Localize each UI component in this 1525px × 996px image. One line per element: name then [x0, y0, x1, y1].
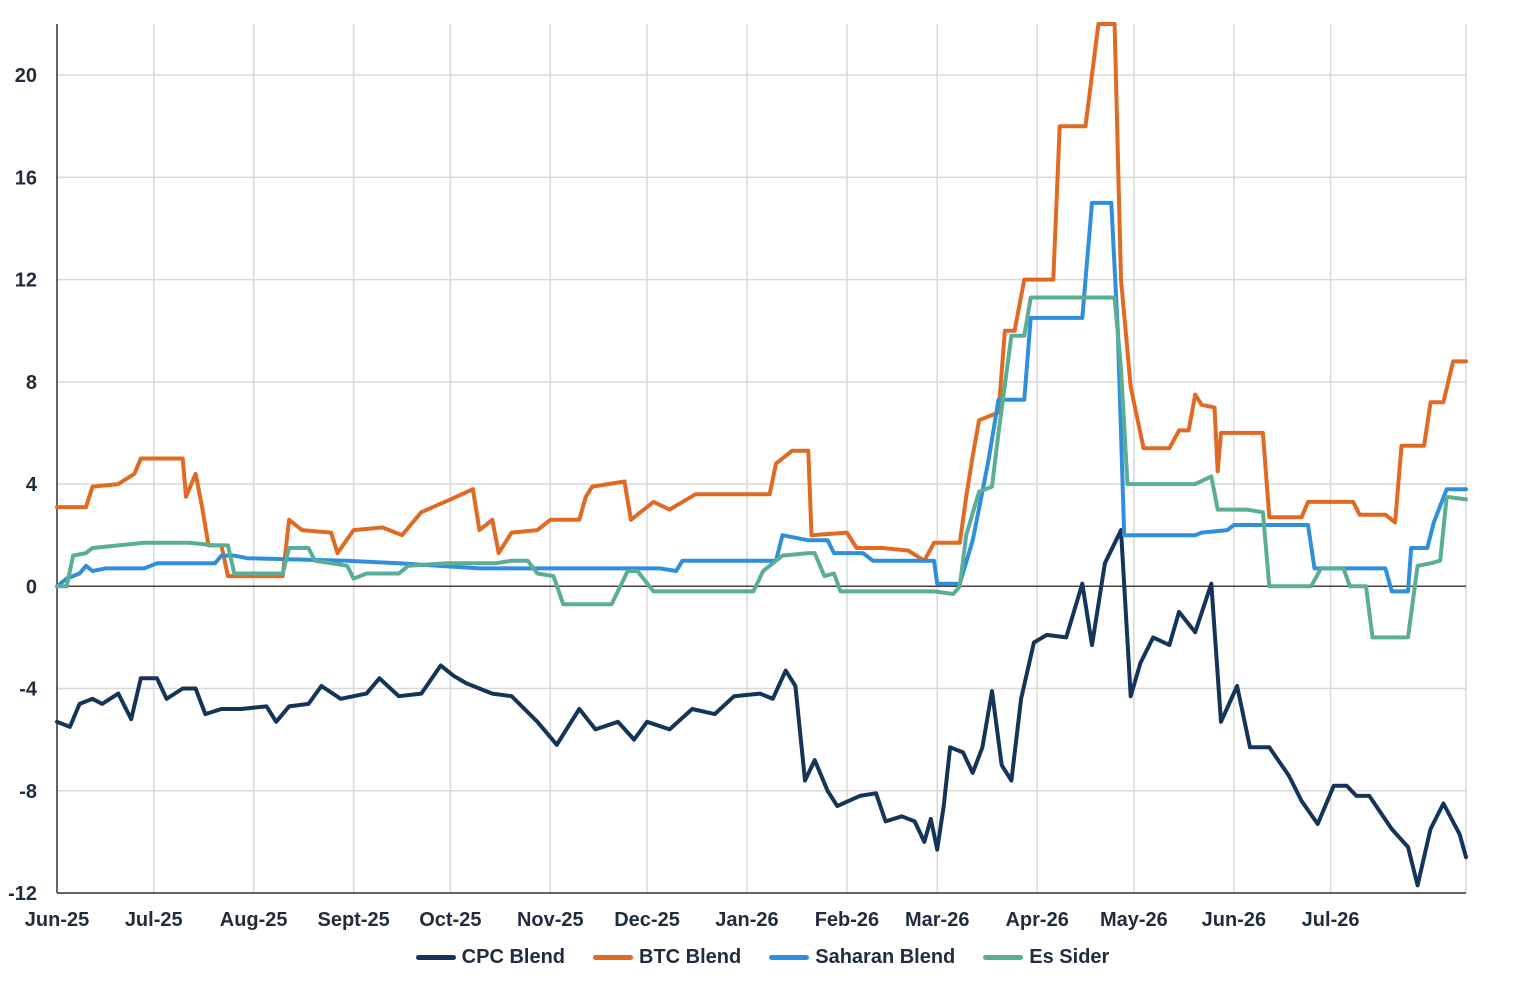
legend-swatch [769, 955, 810, 960]
y-tick-label: -8 [19, 781, 37, 803]
legend-item: CPC Blend [415, 946, 566, 969]
x-tick-label: Jul-26 [1302, 909, 1360, 931]
line-chart: -12 -8 -4 0 4 8 12 16 20 Jun-25 Jul-25 Aug-25 Sept-2… [8, 22, 1468, 931]
legend-swatch [415, 955, 456, 960]
legend-item: Es Sider [983, 946, 1109, 969]
y-tick-label: 16 [15, 167, 37, 189]
series-line-btc-blend [55, 22, 1468, 579]
x-tick-label: Mar-26 [905, 909, 969, 931]
y-tick-label: 20 [15, 65, 37, 87]
x-tick-label: May-26 [1100, 909, 1168, 931]
x-tick-label: Aug-25 [220, 909, 288, 931]
y-tick-label: 4 [26, 474, 38, 496]
y-tick-label: 12 [15, 270, 37, 292]
series-line-cpc-blend [55, 528, 1468, 888]
y-tick-label: 0 [26, 576, 37, 598]
x-tick-label: Jan-26 [715, 909, 778, 931]
legend-swatch [593, 955, 634, 960]
series-lines [55, 22, 1468, 888]
legend-swatch [983, 955, 1024, 960]
legend-label: Es Sider [1029, 946, 1110, 968]
x-tick-label: Apr-26 [1005, 909, 1068, 931]
legend-item: Saharan Blend [769, 946, 955, 969]
x-tick-label: Jul-25 [125, 909, 183, 931]
y-tick-label: 8 [26, 372, 37, 394]
legend-label: Saharan Blend [815, 946, 956, 968]
legend-label: CPC Blend [461, 946, 566, 968]
x-tick-label: Nov-25 [517, 909, 584, 931]
legend-item: BTC Blend [593, 946, 741, 969]
x-tick-label: Sept-25 [318, 909, 390, 931]
x-tick-label: Jun-25 [25, 909, 89, 931]
y-tick-label: -12 [8, 883, 37, 905]
series-line-saharan-blend [55, 200, 1468, 594]
legend-label: BTC Blend [639, 946, 742, 968]
x-tick-label: Oct-25 [419, 909, 481, 931]
x-tick-label: Dec-25 [614, 909, 680, 931]
grid-lines [57, 24, 1467, 893]
y-tick-label: -4 [19, 679, 38, 701]
x-tick-label: Jun-26 [1202, 909, 1266, 931]
series-line-es-sider [55, 295, 1468, 640]
x-tick-label: Feb-26 [815, 909, 879, 931]
tick-labels: -12 -8 -4 0 4 8 12 16 20 Jun-25 Jul-25 Aug-25 Sept-2… [8, 65, 1359, 931]
axes [56, 24, 1466, 894]
chart-legend: CPC Blend BTC Blend Saharan Blend Es Sider [0, 946, 1525, 969]
